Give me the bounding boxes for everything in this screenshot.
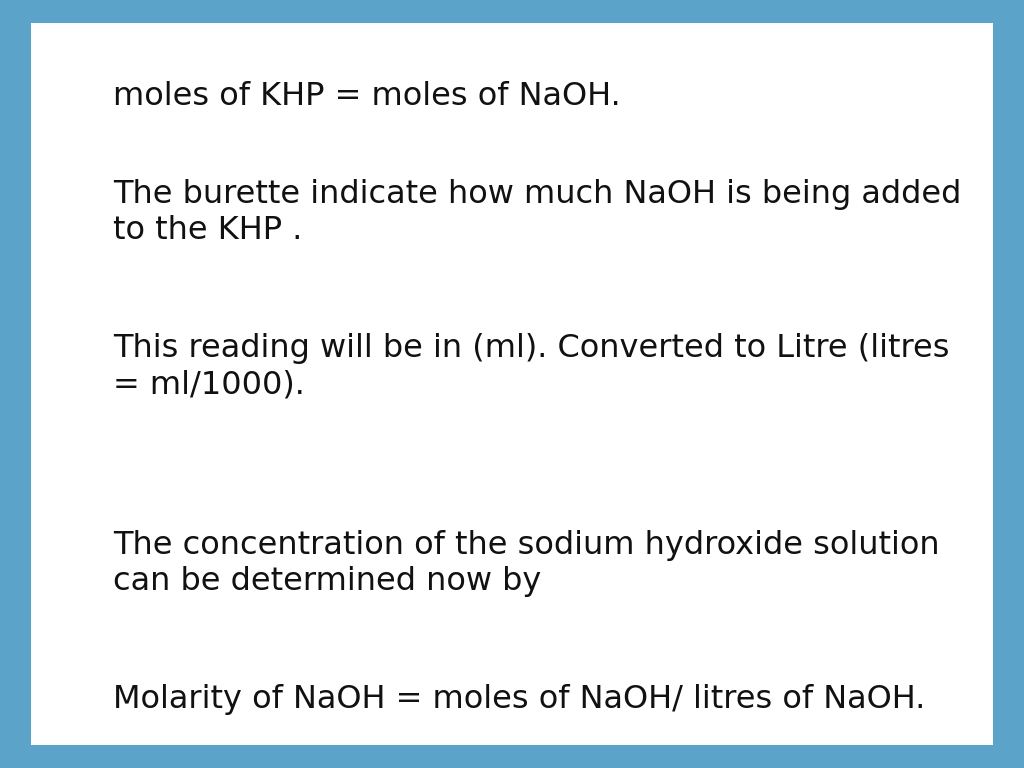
Text: moles of KHP = moles of NaOH.: moles of KHP = moles of NaOH. bbox=[113, 81, 621, 111]
Text: This reading will be in (ml). Converted to Litre (litres
= ml/1000).: This reading will be in (ml). Converted … bbox=[113, 333, 949, 400]
Text: Molarity of NaOH = moles of NaOH/ litres of NaOH.: Molarity of NaOH = moles of NaOH/ litres… bbox=[113, 684, 925, 715]
Text: The concentration of the sodium hydroxide solution
can be determined now by: The concentration of the sodium hydroxid… bbox=[113, 530, 939, 597]
Text: The burette indicate how much NaOH is being added
to the KHP .: The burette indicate how much NaOH is be… bbox=[113, 179, 961, 246]
